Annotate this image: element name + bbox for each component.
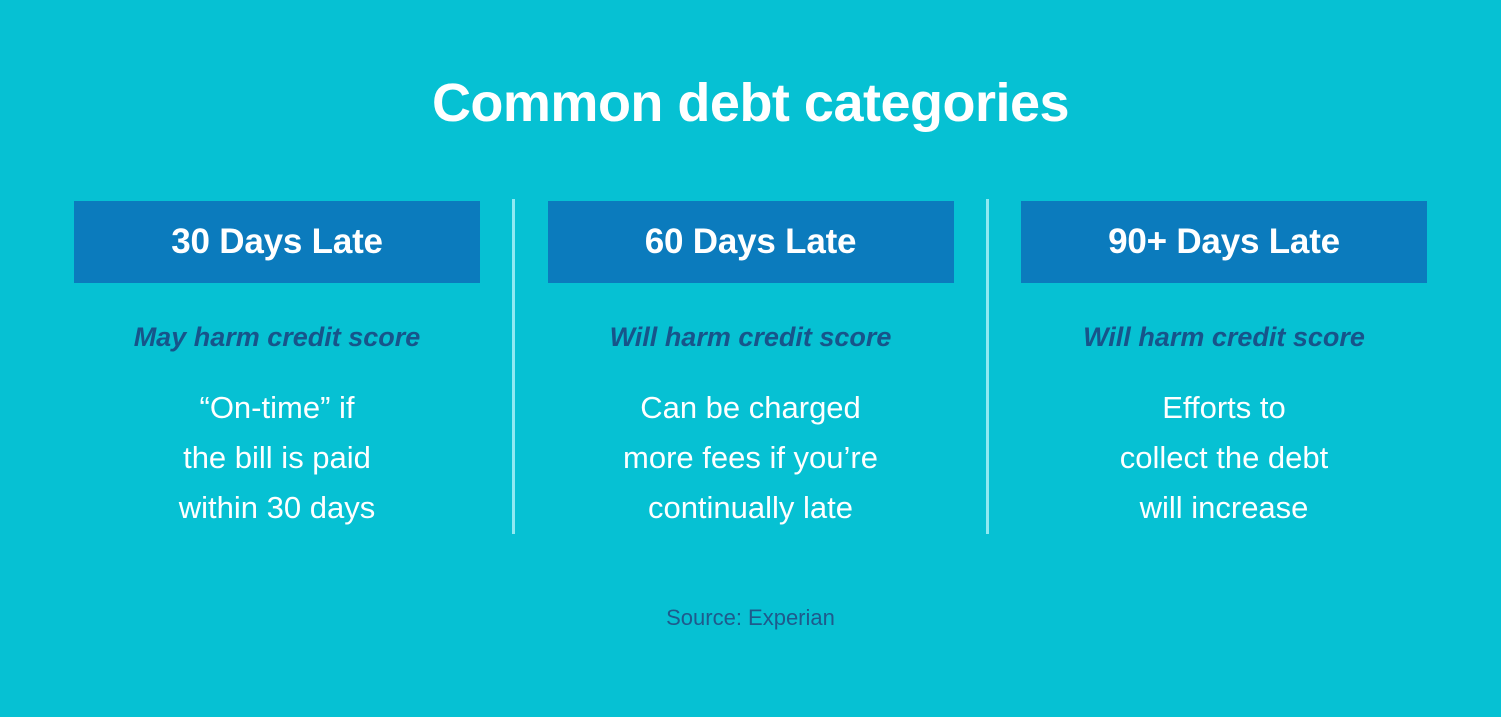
column-body-line: within 30 days xyxy=(178,490,376,526)
column-body-line: more fees if you’re xyxy=(623,439,878,475)
source-attribution: Source: Experian xyxy=(666,605,835,630)
page-title: Common debt categories xyxy=(431,73,1070,133)
column-body-line: the bill is paid xyxy=(183,439,371,475)
column-header-30-days: 30 Days Late xyxy=(74,201,480,283)
column-subhead-60-days: Will harm credit score xyxy=(609,322,892,352)
column-body-90-plus-days: Efforts to collect the debt will increas… xyxy=(1021,383,1427,534)
column-body-30-days: “On-time” if the bill is paid within 30 … xyxy=(74,383,480,534)
column-header-90-plus-days: 90+ Days Late xyxy=(1021,201,1427,283)
column-body-line: continually late xyxy=(647,490,854,526)
column-header-60-days: 60 Days Late xyxy=(547,201,954,283)
column-subhead-30-days: May harm credit score xyxy=(133,322,421,352)
debt-category-columns: 30 Days Late May harm credit score “On-t… xyxy=(74,201,1427,541)
debt-category-column-60-days: 60 Days Late Will harm credit score Can … xyxy=(547,201,954,534)
column-divider-left xyxy=(512,199,515,534)
column-divider-right xyxy=(986,199,989,534)
debt-category-column-30-days: 30 Days Late May harm credit score “On-t… xyxy=(74,201,480,533)
column-body-line: will increase xyxy=(1139,490,1309,526)
column-body-line: Can be charged xyxy=(640,389,861,425)
column-subhead-90-plus-days: Will harm credit score xyxy=(1083,322,1365,352)
column-body-line: “On-time” if xyxy=(199,389,355,425)
column-body-60-days: Can be charged more fees if you’re conti… xyxy=(548,383,954,534)
column-body-line: collect the debt xyxy=(1119,439,1329,475)
column-body-line: Efforts to xyxy=(1162,389,1286,425)
debt-category-column-90-plus-days: 90+ Days Late Will harm credit score Eff… xyxy=(1021,201,1427,533)
